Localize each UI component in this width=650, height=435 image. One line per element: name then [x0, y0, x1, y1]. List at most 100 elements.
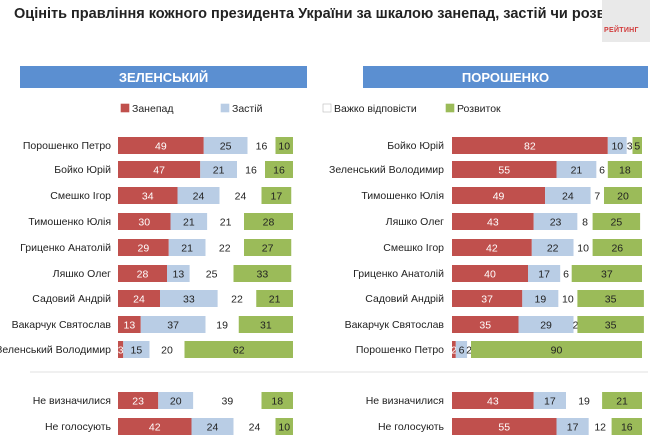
category-label: Не визначилися [366, 395, 444, 407]
data-label-важко-відповісти: 10 [562, 294, 574, 306]
data-label-важко-відповісти: 24 [249, 422, 261, 434]
data-label-важко-відповісти: 10 [577, 243, 589, 255]
data-label-занепад: 37 [481, 294, 493, 306]
logo-text: РЕЙТИНГ [604, 27, 639, 34]
bar-segment-занепад [452, 213, 534, 230]
bar-segment-важко-відповісти [193, 392, 262, 409]
data-label-занепад: 34 [142, 191, 154, 203]
panel-header-2 [363, 66, 648, 88]
category-label: Бойко Юрій [54, 164, 111, 176]
bar-segment-важко-відповісти [467, 341, 471, 358]
bar-segment-застій [191, 418, 234, 435]
bar-segment-занепад [452, 290, 523, 307]
bar-segment-розвиток [244, 239, 292, 256]
data-label-занепад: 40 [484, 269, 496, 281]
bar-segment-розвиток [577, 316, 644, 333]
bar-segment-розвиток [632, 137, 642, 154]
data-label-застій: 10 [611, 141, 623, 153]
data-label-занепад: 47 [153, 165, 165, 177]
data-label-важко-відповісти: 21 [220, 217, 232, 229]
bar-segment-застій [522, 290, 559, 307]
data-label-застій: 21 [213, 165, 225, 177]
bar-segment-занепад [118, 161, 201, 178]
logo-badge [602, 0, 650, 42]
data-label-розвиток: 35 [605, 294, 617, 306]
bar-segment-занепад [452, 265, 528, 282]
data-label-розвиток: 20 [617, 191, 629, 203]
bar-segment-занепад [452, 316, 519, 333]
bar-segment-застій [455, 341, 468, 358]
category-label: Ляшко Олег [386, 216, 444, 228]
bar-segment-важко-відповісти [596, 161, 608, 178]
data-label-занепад: 28 [137, 269, 149, 281]
bar-segment-важко-відповісти [219, 187, 262, 204]
bar-segment-занепад [118, 418, 192, 435]
bar-segment-важко-відповісти [566, 392, 603, 409]
data-label-важко-відповісти: 22 [219, 243, 231, 255]
bar-segment-важко-відповісти [626, 137, 633, 154]
data-label-розвиток: 21 [616, 396, 628, 408]
bar-segment-занепад [118, 316, 141, 333]
bar-segment-розвиток [238, 316, 293, 333]
bar-segment-застій [200, 161, 237, 178]
data-label-розвиток: 28 [263, 217, 275, 229]
category-label: Садовий Андрій [32, 293, 111, 305]
data-label-розвиток: 18 [271, 396, 283, 408]
bar-segment-застій [607, 137, 627, 154]
data-label-розвиток: 62 [233, 345, 245, 357]
data-label-розвиток: 18 [619, 165, 631, 177]
data-label-важко-відповісти: 22 [231, 294, 243, 306]
data-label-занепад: 42 [149, 422, 161, 434]
category-label: Тимошенко Юлія [28, 216, 111, 228]
data-label-занепад: 30 [138, 217, 150, 229]
data-label-розвиток: 27 [262, 243, 274, 255]
data-label-застій: 25 [220, 141, 232, 153]
bar-segment-застій [140, 316, 206, 333]
data-label-застій: 21 [183, 217, 195, 229]
data-label-важко-відповісти: 25 [206, 269, 218, 281]
bar-segment-застій [170, 213, 208, 230]
bar-segment-розвиток [571, 265, 642, 282]
bar-segment-важко-відповісти [577, 213, 593, 230]
data-label-застій: 19 [535, 294, 547, 306]
panel-header-1 [20, 66, 307, 88]
category-label: Вакарчук Святослав [345, 319, 445, 331]
category-label: Вакарчук Святослав [12, 319, 112, 331]
bar-segment-розвиток [256, 290, 293, 307]
data-label-важко-відповісти: 2 [466, 345, 472, 357]
bar-segment-розвиток [592, 239, 642, 256]
data-label-занепад: 49 [493, 191, 505, 203]
bar-segment-розвиток [265, 161, 293, 178]
data-label-розвиток: 35 [605, 320, 617, 332]
bar-segment-занепад [452, 137, 608, 154]
data-label-розвиток: 10 [278, 422, 290, 434]
data-label-важко-відповісти: 12 [594, 422, 606, 434]
bar-segment-занепад [452, 239, 532, 256]
category-label: Гриценко Анатолій [353, 268, 444, 280]
legend-swatch-розвиток [445, 103, 455, 113]
data-label-важко-відповісти: 3 [627, 141, 633, 153]
bar-segment-застій [531, 239, 574, 256]
data-label-важко-відповісти: 20 [161, 345, 173, 357]
data-label-важко-відповісти: 16 [256, 141, 268, 153]
bar-segment-важко-відповісти [588, 418, 612, 435]
data-label-занепад: 3 [118, 345, 124, 357]
bar-segment-важко-відповісти [189, 265, 234, 282]
bar-segment-розвиток [275, 418, 293, 435]
bar-segment-застій [168, 239, 206, 256]
data-label-важко-відповісти: 6 [563, 269, 569, 281]
legend-swatch-важко-відповісти [322, 103, 332, 113]
category-label: Бойко Юрій [387, 140, 444, 152]
data-label-розвиток: 31 [260, 320, 272, 332]
bar-segment-занепад [452, 187, 546, 204]
data-label-розвиток: 90 [551, 345, 563, 357]
bar-segment-застій [123, 341, 150, 358]
bar-segment-застій [203, 137, 248, 154]
data-label-важко-відповісти: 8 [582, 217, 588, 229]
data-label-застій: 17 [544, 396, 556, 408]
bar-segment-розвиток [184, 341, 293, 358]
bar-segment-важко-відповісти [217, 290, 257, 307]
data-label-занепад: 49 [155, 141, 167, 153]
bar-segment-розвиток [577, 290, 644, 307]
